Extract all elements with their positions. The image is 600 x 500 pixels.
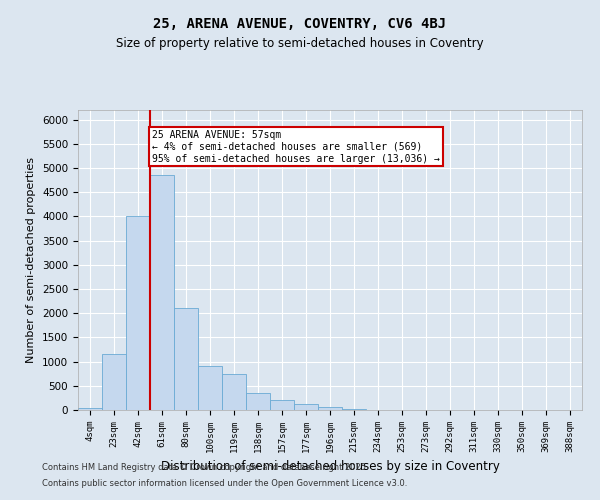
Bar [150,176,174,410]
Bar [246,393,270,410]
Bar [102,354,126,410]
Bar [198,366,222,410]
Text: Size of property relative to semi-detached houses in Coventry: Size of property relative to semi-detach… [116,38,484,51]
Text: 25, ARENA AVENUE, COVENTRY, CV6 4BJ: 25, ARENA AVENUE, COVENTRY, CV6 4BJ [154,18,446,32]
Bar [318,407,342,410]
Bar [126,216,150,410]
Y-axis label: Number of semi-detached properties: Number of semi-detached properties [26,157,37,363]
Bar [342,408,366,410]
Bar [78,408,102,410]
Bar [174,308,198,410]
Bar [270,400,294,410]
Bar [294,404,318,410]
Text: Contains HM Land Registry data © Crown copyright and database right 2025.: Contains HM Land Registry data © Crown c… [42,464,368,472]
Text: Contains public sector information licensed under the Open Government Licence v3: Contains public sector information licen… [42,478,407,488]
Text: 25 ARENA AVENUE: 57sqm
← 4% of semi-detached houses are smaller (569)
95% of sem: 25 ARENA AVENUE: 57sqm ← 4% of semi-deta… [152,130,440,164]
Bar [222,374,246,410]
X-axis label: Distribution of semi-detached houses by size in Coventry: Distribution of semi-detached houses by … [161,460,499,473]
